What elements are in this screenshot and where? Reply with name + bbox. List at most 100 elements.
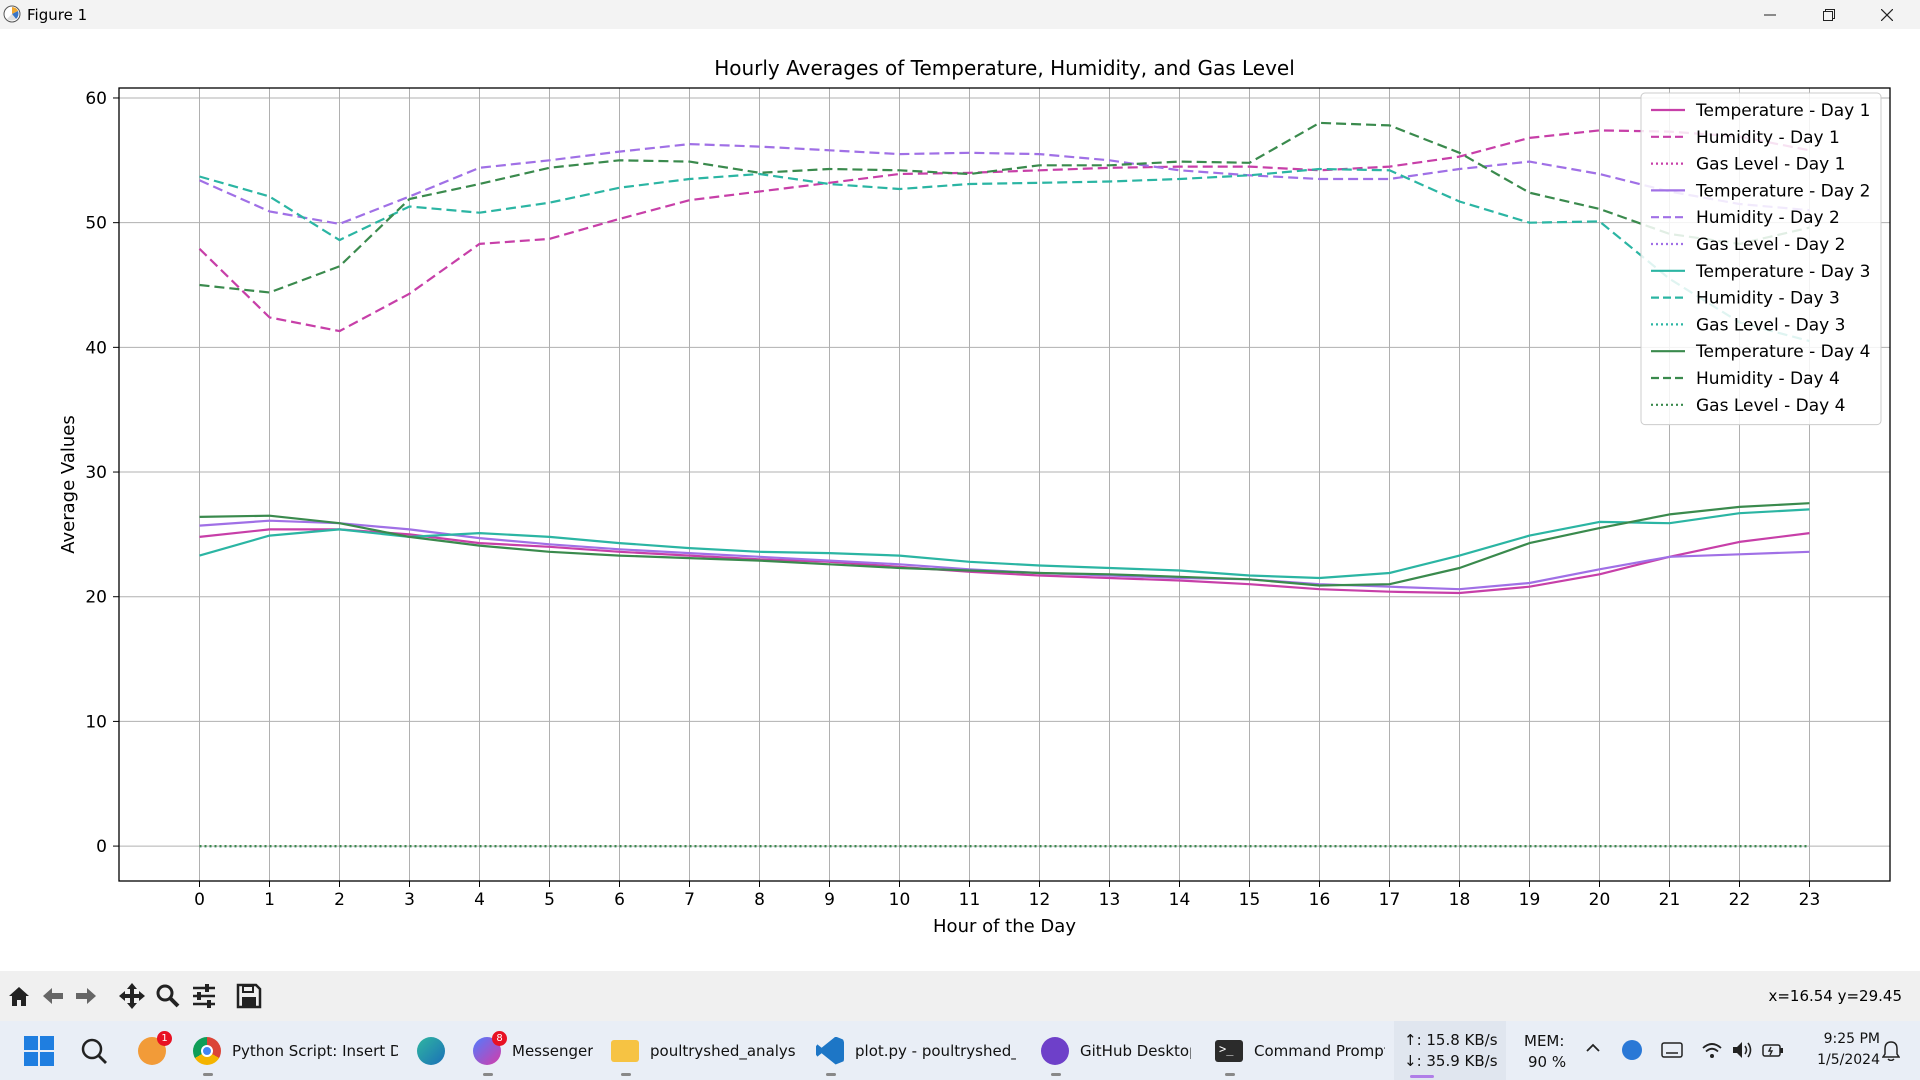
taskbar-app-edge-dev[interactable]: [417, 1021, 456, 1080]
tray-wifi[interactable]: [1700, 1021, 1724, 1080]
zoom-icon: [156, 984, 180, 1008]
maximize-button[interactable]: [1800, 0, 1858, 29]
forward-button[interactable]: [71, 981, 101, 1011]
running-indicator: [1051, 1073, 1061, 1076]
running-indicator: [826, 1073, 836, 1076]
home-button[interactable]: [4, 981, 34, 1011]
x-tick-label: 7: [684, 890, 695, 910]
legend-label: Gas Level - Day 2: [1696, 235, 1845, 255]
y-tick-label: 0: [96, 837, 107, 857]
matplotlib-icon: [3, 5, 21, 23]
clock-date: 1/5/2024: [1817, 1052, 1880, 1068]
taskbar-app-messenger[interactable]: 8 Messenger: [473, 1021, 593, 1080]
tray-battery[interactable]: [1760, 1021, 1786, 1080]
taskbar-app-label: GitHub Desktop: [1080, 1041, 1191, 1060]
figure-canvas[interactable]: 0 1 2 3 4 5 6 7 8 9 10 11 12 13 14 15 16 17 18 19 20 21 22 23 0 1…: [0, 29, 1920, 971]
clock[interactable]: 9:25 PM 1/5/2024: [1800, 1021, 1882, 1080]
legend-label: Humidity - Day 4: [1696, 369, 1840, 389]
plot-background: [119, 88, 1890, 881]
navigation-toolbar: x=16.54 y=29.45: [0, 971, 1920, 1021]
tray-clock-app[interactable]: [1620, 1021, 1646, 1080]
x-axis-label: Hour of the Day: [933, 916, 1076, 937]
notification-center-button[interactable]: [1876, 1021, 1906, 1080]
x-tick-label: 16: [1309, 890, 1331, 910]
forward-arrow-icon: [76, 988, 96, 1004]
net-download: ↓: 35.9 KB/s: [1404, 1052, 1498, 1070]
taskbar-app-chrome[interactable]: Python Script: Insert Da: [193, 1021, 398, 1080]
series-line-temperature-day-3: [199, 508, 1810, 580]
clock-time: 9:25 PM: [1823, 1031, 1880, 1047]
series-line-humidity-day-2: [199, 142, 1810, 225]
line-chart: 0 1 2 3 4 5 6 7 8 9 10 11 12 13 14 15 16 17 18 19 20 21 22 2301…: [58, 56, 1891, 937]
keyboard-icon: [1661, 1042, 1683, 1058]
taskbar-app-github-desktop[interactable]: GitHub Desktop: [1041, 1021, 1191, 1080]
taskbar-app-label: plot.py - poultryshed_ar: [855, 1041, 1016, 1060]
show-hidden-icons-button[interactable]: [1582, 1021, 1606, 1080]
series-line-humidity-day-4: [199, 121, 1810, 294]
series-line-humidity-day-1: [198, 129, 1810, 333]
mem-label: MEM:: [1524, 1032, 1565, 1050]
legend-label: Temperature - Day 3: [1695, 262, 1870, 282]
edge-dev-icon: [417, 1036, 445, 1065]
restore-icon: [1823, 8, 1835, 21]
zoom-button[interactable]: [153, 981, 183, 1011]
chevron-up-icon: [1586, 1043, 1600, 1052]
net-upload: ↑: 15.8 KB/s: [1404, 1031, 1498, 1049]
taskbar-app-moon[interactable]: 1: [138, 1021, 177, 1080]
x-tick-label: 23: [1799, 890, 1821, 910]
legend-label: Gas Level - Day 1: [1696, 155, 1845, 175]
messenger-icon: 8: [473, 1030, 507, 1065]
wifi-icon: [1702, 1043, 1722, 1058]
configure-subplots-button[interactable]: [189, 981, 219, 1011]
taskbar-app-file-explorer[interactable]: poultryshed_analysis: [611, 1021, 796, 1080]
battery-icon: [1762, 1044, 1783, 1057]
windows-start-icon: [24, 1035, 54, 1066]
y-tick-label: 30: [85, 463, 107, 483]
legend-label: Humidity - Day 3: [1696, 289, 1840, 309]
legend-label: Gas Level - Day 4: [1696, 396, 1845, 416]
x-tick-label: 5: [544, 890, 555, 910]
volume-icon: [1733, 1042, 1752, 1058]
pan-button[interactable]: [117, 981, 147, 1011]
minimize-button[interactable]: [1741, 0, 1799, 29]
x-tick-label: 6: [614, 890, 625, 910]
x-tick-label: 20: [1589, 890, 1611, 910]
save-button[interactable]: [234, 981, 264, 1011]
x-tick-label: 21: [1659, 890, 1681, 910]
x-tick-label: 14: [1169, 890, 1191, 910]
taskbar: 1 Python Script: Insert Da 8 Messenger p…: [0, 1021, 1920, 1080]
notification-badge: 8: [492, 1030, 507, 1046]
legend-label: Humidity - Day 1: [1696, 128, 1840, 148]
minimize-icon: [1764, 14, 1776, 15]
close-button[interactable]: [1858, 0, 1916, 29]
vscode-icon: [816, 1036, 844, 1065]
running-indicator: [621, 1073, 631, 1076]
y-axis-label: Average Values: [58, 415, 79, 553]
tray-keyboard[interactable]: [1659, 1021, 1687, 1080]
moon-app-icon: 1: [138, 1030, 172, 1065]
search-button[interactable]: [80, 1021, 108, 1080]
notification-bell-icon: [1882, 1041, 1900, 1061]
save-icon: [236, 983, 262, 1009]
series-line-temperature-day-1: [199, 528, 1810, 595]
chart-title: Hourly Averages of Temperature, Humidity…: [714, 56, 1295, 80]
taskbar-app-command-prompt[interactable]: >_ Command Prompt: [1215, 1021, 1385, 1080]
series-line-humidity-day-3: [199, 167, 1810, 343]
x-tick-label: 15: [1239, 890, 1261, 910]
start-button[interactable]: [24, 1021, 54, 1080]
running-indicator: [1410, 1075, 1434, 1078]
network-speed-widget[interactable]: ↑: 15.8 KB/s ↓: 35.9 KB/s: [1394, 1021, 1506, 1080]
back-button[interactable]: [38, 981, 68, 1011]
x-tick-label: 22: [1729, 890, 1751, 910]
tray-volume[interactable]: [1730, 1021, 1754, 1080]
x-tick-label: 8: [754, 890, 765, 910]
y-tick-label: 20: [85, 588, 107, 608]
memory-widget[interactable]: MEM: 90 %: [1524, 1021, 1584, 1080]
taskbar-app-vscode[interactable]: plot.py - poultryshed_ar: [816, 1021, 1016, 1080]
configure-subplots-icon: [193, 984, 215, 1008]
running-indicator: [1225, 1073, 1235, 1076]
legend-label: Temperature - Day 4: [1695, 342, 1870, 362]
taskbar-app-label: Python Script: Insert Da: [232, 1041, 398, 1060]
chrome-icon: [193, 1036, 221, 1065]
notification-badge: 1: [157, 1030, 172, 1046]
